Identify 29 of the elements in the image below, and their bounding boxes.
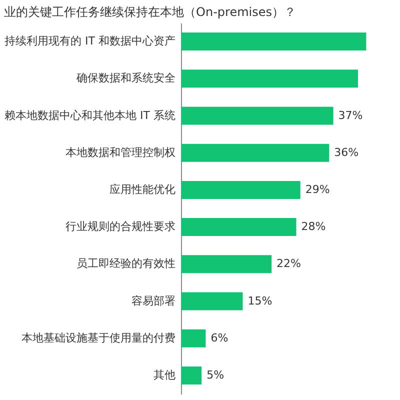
bar (181, 329, 206, 348)
y-tick-label: 容易部署 (132, 294, 176, 308)
data-label: 5% (206, 368, 224, 382)
bar (181, 292, 243, 310)
bar (181, 32, 366, 51)
data-label: 28% (301, 220, 326, 234)
data-label: 6% (210, 331, 228, 344)
chart-title: 业的关键工作任务继续保持在本地（On-premises）？ (4, 5, 296, 19)
y-tick-label: 其他 (154, 368, 176, 382)
y-tick-label: 本地数据和管理控制权 (66, 146, 176, 159)
y-tick-label: 行业规则的合规性要求 (66, 220, 176, 234)
bar (181, 180, 300, 199)
y-tick-label: 员工即经验的有效性 (76, 257, 176, 270)
y-tick-label: 本地基础设施基于使用量的付费 (22, 331, 176, 344)
bar (181, 70, 358, 88)
bar (181, 366, 202, 384)
bar (181, 218, 296, 236)
bar (181, 255, 272, 274)
data-label: 15% (248, 294, 272, 308)
y-tick-label: 持续利用现有的 IT 和数据中心资产 (4, 34, 176, 48)
data-label: 29% (305, 182, 330, 196)
y-tick-label: 赖本地数据中心和其他本地 IT 系统 (4, 108, 176, 122)
y-tick-label: 确保数据和系统安全 (76, 72, 176, 85)
data-label: 37% (338, 108, 363, 122)
bar (181, 144, 330, 162)
data-label: 36% (334, 146, 359, 159)
y-tick-label: 应用性能优化 (110, 182, 176, 196)
data-label: 22% (276, 257, 302, 270)
bar (181, 106, 334, 125)
